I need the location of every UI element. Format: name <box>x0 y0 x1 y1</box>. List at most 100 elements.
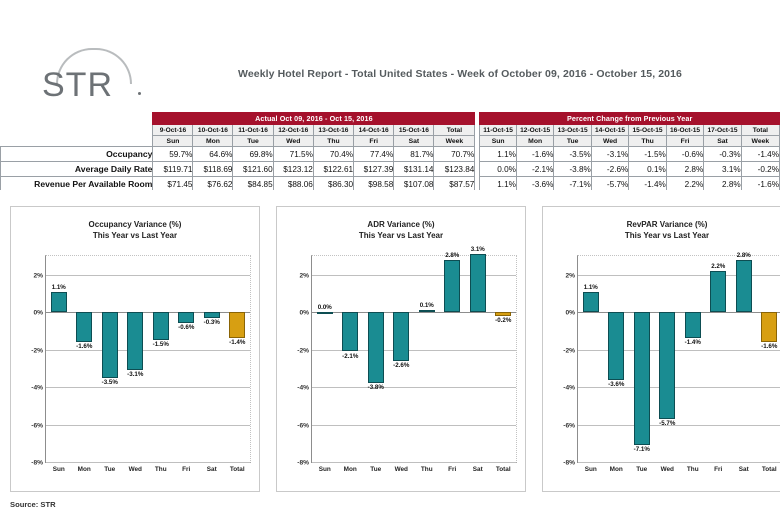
x-tick-adr-mon: Mon <box>343 466 357 473</box>
bar-label-adr-wed: -2.6% <box>393 361 410 369</box>
y-tick-adr-5: -8% <box>297 459 309 467</box>
bar-adr-sun[interactable] <box>316 312 333 315</box>
x-tick-adr-tue: Tue <box>370 466 382 473</box>
cell-change-1-3: -2.6% <box>590 161 630 177</box>
col-date-change-1: 12-Oct-15 <box>515 124 555 136</box>
bar-occupancy-mon[interactable] <box>76 312 93 343</box>
cell-actual-0-3: 71.5% <box>272 146 314 162</box>
cell-change-0-5: -0.6% <box>665 146 705 162</box>
bar-adr-fri[interactable] <box>444 259 461 313</box>
gridline-revpar-5: -8% <box>563 460 780 467</box>
y-tick-revpar-1: 0% <box>565 309 575 317</box>
x-tick-occupancy-total: Total <box>229 466 245 473</box>
cell-change-1-7: -0.2% <box>740 161 780 177</box>
gridline-occupancy-1: 0% <box>33 310 250 317</box>
col-day-actual-7: Week <box>433 135 476 147</box>
bar-label-revpar-thu: -1.4% <box>684 339 701 347</box>
bar-adr-mon[interactable] <box>342 312 359 352</box>
gridline-adr-3: -4% <box>297 385 516 392</box>
bar-occupancy-sat[interactable] <box>203 312 220 318</box>
cell-change-0-7: -1.4% <box>740 146 780 162</box>
col-date-actual-6: 15-Oct-16 <box>393 124 435 136</box>
bar-slot-adr-mon: -2.1% Mon <box>338 256 364 473</box>
row-separator-1 <box>474 161 480 177</box>
x-tick-revpar-fri: Fri <box>714 466 723 473</box>
date-row-spacer <box>0 124 153 136</box>
col-day-change-3: Wed <box>590 135 630 147</box>
bar-adr-thu[interactable] <box>418 310 435 313</box>
col-day-actual-4: Thu <box>312 135 355 147</box>
gridline-adr-2: -2% <box>297 347 516 354</box>
cell-actual-1-1: $118.69 <box>192 161 234 177</box>
plot-area-revpar: 2% 0% -2% -4% -6% -8% 1.1% Sun -3.6% Mon -7.1% Tue -… <box>563 252 780 473</box>
y-tick-adr-4: -6% <box>297 422 309 430</box>
col-date-change-3: 14-Oct-15 <box>590 124 630 136</box>
col-date-actual-1: 10-Oct-16 <box>192 124 234 136</box>
row-label-0: Occupancy <box>0 146 154 162</box>
col-date-change-4: 15-Oct-15 <box>628 124 667 136</box>
cell-actual-2-5: $98.58 <box>353 176 395 190</box>
cell-change-0-4: -1.5% <box>628 146 667 162</box>
bar-revpar-fri[interactable] <box>710 270 727 313</box>
y-tick-revpar-0: 2% <box>565 272 575 280</box>
cell-change-2-2: -7.1% <box>553 176 592 190</box>
bar-revpar-tue[interactable] <box>633 312 650 446</box>
bar-label-revpar-wed: -5.7% <box>659 419 676 427</box>
bar-slot-revpar-tue: -7.1% Tue <box>629 256 655 473</box>
bar-label-revpar-sun: 1.1% <box>583 283 598 291</box>
chart-panel-adr: ADR Variance (%) This Year vs Last Year 2%… <box>276 206 526 492</box>
bar-occupancy-thu[interactable] <box>152 312 169 341</box>
bar-occupancy-sun[interactable] <box>50 291 67 313</box>
y-tick-revpar-2: -2% <box>563 347 575 355</box>
bar-occupancy-total[interactable] <box>229 312 246 339</box>
bar-adr-total[interactable] <box>495 312 512 316</box>
bar-adr-sat[interactable] <box>469 254 486 313</box>
cell-actual-2-2: $84.85 <box>232 176 274 190</box>
bar-revpar-thu[interactable] <box>684 312 701 339</box>
x-tick-adr-sun: Sun <box>318 466 331 473</box>
col-date-actual-7: Total <box>433 124 476 136</box>
bar-adr-wed[interactable] <box>393 312 410 361</box>
page-title: Weekly Hotel Report - Total United State… <box>238 68 682 80</box>
cell-change-2-6: 2.8% <box>703 176 742 190</box>
gridline-adr-4: -6% <box>297 422 516 429</box>
bar-revpar-wed[interactable] <box>659 312 676 419</box>
bar-adr-tue[interactable] <box>367 312 384 384</box>
col-date-change-2: 13-Oct-15 <box>553 124 592 136</box>
cell-actual-0-5: 77.4% <box>353 146 395 162</box>
y-tick-adr-1: 0% <box>299 309 309 317</box>
cell-actual-2-3: $88.06 <box>272 176 314 190</box>
x-tick-revpar-mon: Mon <box>609 466 623 473</box>
bar-occupancy-fri[interactable] <box>178 312 195 324</box>
col-date-actual-4: 13-Oct-16 <box>312 124 355 136</box>
chart-title-main-occupancy: Occupancy Variance (%) <box>88 220 182 229</box>
x-tick-occupancy-tue: Tue <box>104 466 116 473</box>
bar-slot-adr-fri: 2.8% Fri <box>440 252 466 473</box>
cell-actual-2-7: $87.57 <box>433 176 476 190</box>
x-tick-occupancy-wed: Wed <box>128 466 142 473</box>
str-logo-dot-icon <box>138 92 141 95</box>
bar-occupancy-wed[interactable] <box>127 312 144 371</box>
bar-label-adr-thu: 0.1% <box>419 302 434 310</box>
bar-slot-adr-wed: -2.6% Wed <box>389 256 415 473</box>
bar-occupancy-tue[interactable] <box>101 312 118 378</box>
x-tick-revpar-sat: Sat <box>738 466 749 473</box>
cell-actual-0-6: 81.7% <box>393 146 435 162</box>
group-separator <box>474 112 480 125</box>
y-tick-occupancy-5: -8% <box>31 459 43 467</box>
bar-slot-occupancy-thu: -1.5% Thu <box>148 256 174 473</box>
bar-revpar-sat[interactable] <box>735 259 752 313</box>
day-separator <box>474 135 480 147</box>
cell-change-1-5: 2.8% <box>665 161 705 177</box>
table-head: Actual Oct 09, 2016 - Oct 15, 2016 Perce… <box>0 112 780 147</box>
table-row: Average Daily Rate $119.71 $118.69 $121.60 $… <box>0 161 780 177</box>
bar-slot-occupancy-mon: -1.6% Mon <box>72 256 98 473</box>
bar-label-occupancy-sun: 1.1% <box>51 283 66 291</box>
group-header-row: Actual Oct 09, 2016 - Oct 15, 2016 Perce… <box>0 112 780 125</box>
gridline-occupancy-2: -2% <box>31 347 250 354</box>
col-day-actual-0: Sun <box>152 135 194 147</box>
y-tick-revpar-4: -6% <box>563 422 575 430</box>
bar-revpar-mon[interactable] <box>608 312 625 380</box>
bar-revpar-total[interactable] <box>761 312 778 343</box>
bar-revpar-sun[interactable] <box>582 291 599 313</box>
